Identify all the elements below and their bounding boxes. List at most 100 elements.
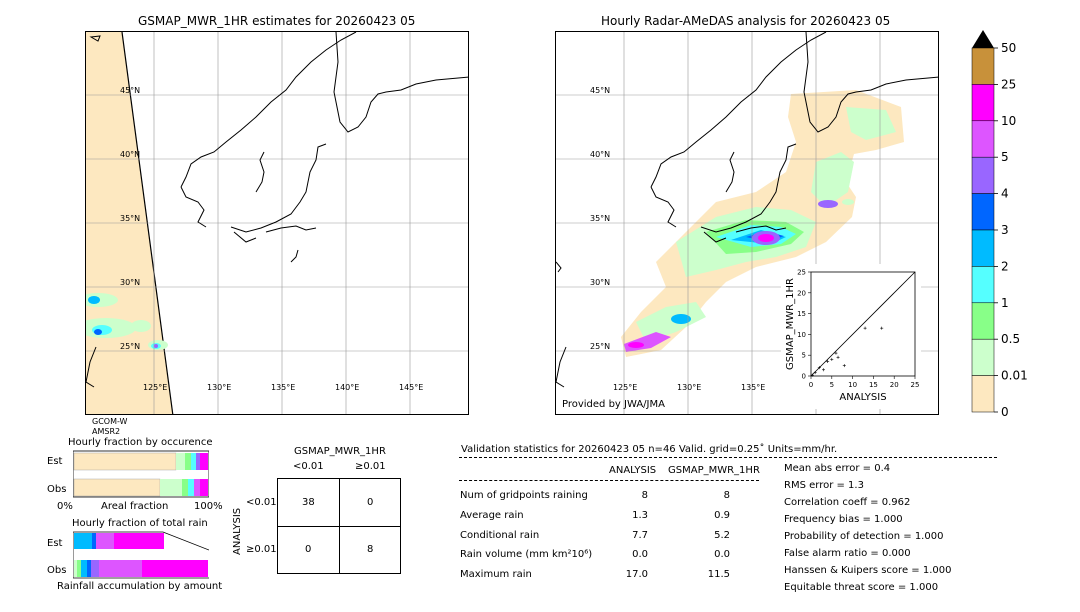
validation-row-analysis: 1.3: [632, 510, 648, 521]
scatter-plot: 00 5 5 10 10 15 15 20 20 25 25 ANALYSIS GSMAP_MWR_1H…: [785, 269, 920, 404]
contingency-row-lt: <0.01: [246, 497, 277, 508]
swath-edge: [121, 32, 174, 414]
colorbar-tick-label: 4: [1001, 187, 1009, 201]
colorbar-segment: [971, 302, 995, 340]
scatter-point: [817, 366, 821, 370]
contingency-title: GSMAP_MWR_1HR: [294, 446, 386, 457]
scatter-inset: 0 0 5 5 10 10 15 15 20 20 25 25 ANALYSIS GSMAP_MWR_1H…: [781, 264, 921, 409]
colorbar-tick-label: 1: [1001, 296, 1009, 310]
validation-row-analysis: 8: [641, 490, 648, 501]
scatter-point: [821, 368, 825, 372]
score-rms-error: RMS error = 1.3: [784, 480, 864, 491]
colorbar-canvas: 50 25 10 5 4 3 2 1 0.5 0.01 0: [971, 30, 1028, 419]
validation-row-label: Average rain: [460, 510, 524, 521]
score-equitable-threat: Equitable threat score = 1.000: [784, 582, 939, 593]
contingency-cell-false-alarm: 0: [367, 497, 374, 508]
right-lat-label-40: 40°N: [590, 150, 611, 159]
right-map-title: Hourly Radar-AMeDAS analysis for 2026042…: [601, 14, 891, 28]
validation-row-gsmap: 0.9: [714, 510, 730, 521]
validation-row-analysis: 7.7: [632, 530, 648, 541]
total-rain-bars: [73, 531, 209, 579]
occurrence-bar-est: [73, 452, 208, 471]
validation-row-label: Num of gridpoints raining: [460, 490, 588, 501]
score-correlation: Correlation coeff = 0.962: [784, 497, 911, 508]
occurrence-bar-obs: [73, 478, 208, 497]
data-credit: Provided by JWA/JMA: [562, 399, 665, 410]
left-lat-label-35: 35°N: [120, 214, 141, 223]
total-rain-footer: Rainfall accumulation by amount: [57, 581, 223, 592]
total-rain-bar-est: [74, 533, 164, 549]
validation-col-gsmap: GSMAP_MWR_1HR: [668, 465, 760, 476]
colorbar-segment: [971, 375, 995, 413]
colorbar-segment: [971, 47, 995, 85]
right-map-coastline: [556, 32, 938, 388]
left-lat-label-40: 40°N: [120, 150, 141, 159]
colorbar-segment: [971, 266, 995, 304]
scatter-point: [842, 364, 846, 368]
score-mean-abs-error: Mean abs error = 0.4: [784, 463, 891, 474]
scatter-y-tick-label: 10: [797, 331, 806, 339]
scatter-y-tick-label: 5: [802, 352, 806, 360]
left-map-canvas: [86, 32, 468, 414]
occurrence-axis-left: 0%: [57, 501, 73, 512]
scatter-point: [813, 371, 817, 375]
score-frequency-bias: Frequency bias = 1.000: [784, 514, 903, 525]
total-rain-chart: [73, 530, 209, 580]
right-lat-label-30: 30°N: [590, 278, 611, 287]
contingency-row-title: ANALYSIS: [232, 507, 243, 555]
colorbar-segment: [971, 193, 995, 231]
scatter-y-tick-label: 15: [797, 310, 806, 318]
score-probability-detection: Probability of detection = 1.000: [784, 531, 944, 542]
occurrence-axis-right: 100%: [194, 501, 223, 512]
scatter-point: [836, 355, 840, 359]
right-lat-label-25: 25°N: [590, 342, 611, 351]
scatter-y-tick-label: 0: [802, 373, 806, 381]
validation-row-gsmap: 0.0: [714, 549, 730, 560]
left-lat-label-30: 30°N: [120, 278, 141, 287]
left-lon-label-130: 130°E: [207, 383, 232, 392]
left-lon-label-125: 125°E: [143, 383, 168, 392]
scatter-y-tick-label: 20: [797, 289, 806, 297]
scatter-x-tick-label: 10: [848, 381, 857, 389]
contingency-cell-hits: 8: [367, 544, 374, 555]
colorbar-tick-label: 2: [1001, 259, 1009, 273]
right-lat-label-45: 45°N: [590, 86, 611, 95]
scatter-x-tick-label: 20: [890, 381, 899, 389]
occurrence-axis-mid: Areal fraction: [101, 501, 169, 512]
validation-row-label: Conditional rain: [460, 530, 540, 541]
contingency-col-ge: ≥0.01: [355, 461, 386, 472]
total-rain-row-est: Est: [47, 538, 63, 549]
validation-row-analysis: 17.0: [625, 569, 648, 580]
colorbar-extend-triangle: [972, 30, 994, 48]
occurrence-title: Hourly fraction by occurence: [68, 437, 213, 448]
validation-row-analysis: 0.0: [632, 549, 648, 560]
occurrence-bars: [73, 450, 209, 498]
contingency-cell-miss: 0: [305, 544, 312, 555]
validation-row-label: Maximum rain: [460, 569, 532, 580]
scatter-x-tick-label: 25: [911, 381, 920, 389]
colorbar-tick-label: 3: [1001, 223, 1009, 237]
scatter-point: [810, 373, 814, 377]
colorbar-segment: [971, 338, 995, 376]
scatter-y-axis-label: GSMAP_MWR_1HR: [785, 278, 796, 370]
scatter-point: [830, 357, 834, 361]
left-map-grid: [86, 32, 468, 414]
total-rain-title: Hourly fraction of total rain: [72, 518, 208, 529]
radar-rain-area: [621, 90, 904, 357]
right-lon-label-135: 135°E: [741, 383, 766, 392]
scatter-x-tick-label: 15: [869, 381, 878, 389]
scatter-point: [880, 326, 884, 330]
scatter-y-tick-label: 25: [797, 269, 806, 277]
total-rain-bar-obs: [74, 560, 208, 577]
colorbar-tick-label: 50: [1001, 41, 1016, 55]
right-lon-label-130: 130°E: [677, 383, 702, 392]
colorbar-segment: [971, 229, 995, 267]
contingency-col-lt: <0.01: [293, 461, 324, 472]
colorbar-segment: [971, 120, 995, 158]
scatter-x-axis-label: ANALYSIS: [839, 392, 886, 403]
sensor-label-instrument: AMSR2: [92, 427, 121, 436]
colorbar-tick-label: 0.5: [1001, 332, 1020, 346]
colorbar-segment: [971, 84, 995, 122]
right-lat-label-35: 35°N: [590, 214, 611, 223]
score-false-alarm-ratio: False alarm ratio = 0.000: [784, 548, 911, 559]
